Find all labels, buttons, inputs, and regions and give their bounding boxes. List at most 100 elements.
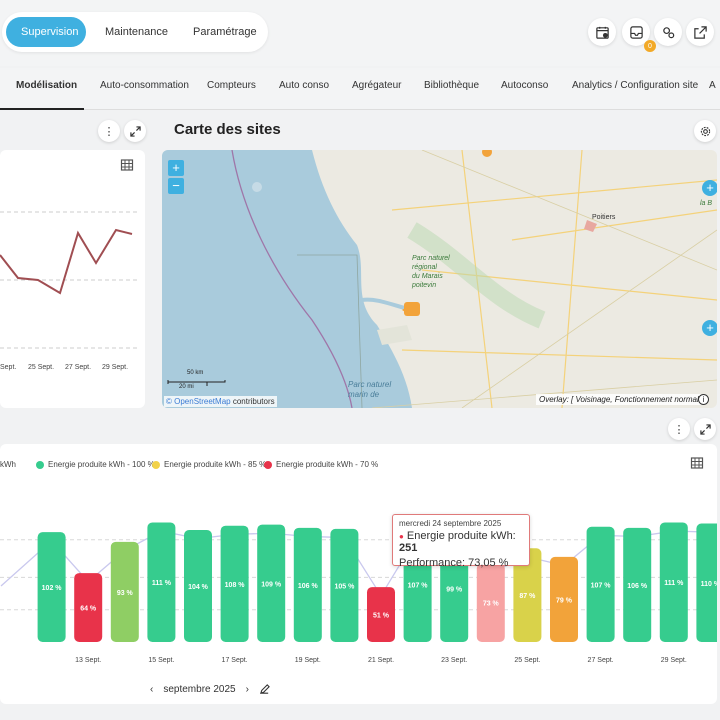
x-tick: Sept.: [0, 364, 16, 371]
bar-label: 110 %: [701, 581, 717, 588]
bar[interactable]: [37, 532, 66, 642]
bar[interactable]: [330, 528, 359, 642]
bar[interactable]: [623, 527, 652, 642]
bar[interactable]: [257, 524, 286, 642]
bar[interactable]: [513, 548, 542, 642]
bar-card-menu-button[interactable]: ⋮: [668, 418, 690, 440]
scale-mi-label: 20 mi: [179, 384, 194, 390]
external-link-icon: [693, 25, 707, 39]
zoom-in-button[interactable]: +: [168, 160, 184, 176]
table-icon[interactable]: [120, 158, 134, 172]
x-tick: 23 Sept.: [441, 657, 467, 664]
bar[interactable]: [550, 556, 578, 642]
legend-label: kWh: [0, 460, 16, 469]
bar[interactable]: [110, 541, 139, 642]
bar[interactable]: [696, 523, 717, 642]
bar[interactable]: [293, 527, 322, 642]
x-tick: 17 Sept.: [222, 657, 248, 664]
attribution-text: contributors: [230, 397, 275, 406]
map-section-title: Carte des sites: [174, 121, 281, 138]
bar-label: 93 %: [117, 590, 134, 597]
chevron-right-icon[interactable]: ›: [245, 684, 249, 695]
table-icon[interactable]: [690, 456, 704, 470]
legend-label: Energie produite kWh - 85 %: [164, 460, 267, 469]
park-label: Parc naturel régional du Marais poitevin: [412, 255, 450, 289]
tab-compteurs[interactable]: Compteurs: [207, 80, 256, 91]
calendar-upload-button[interactable]: [588, 18, 616, 46]
line-card-expand-button[interactable]: [124, 120, 146, 142]
tab-auto-conso[interactable]: Auto conso: [279, 80, 330, 91]
nav-supervision-label: Supervision: [21, 26, 79, 38]
gear-icon: [700, 126, 710, 136]
bar-label: 108 %: [225, 582, 246, 589]
chart-tooltip: mercredi 24 septembre 2025 ● Energie pro…: [392, 514, 530, 569]
nav-maintenance-label: Maintenance: [105, 26, 168, 38]
cluster-marker[interactable]: +: [702, 320, 717, 336]
bar-label: 111 %: [664, 580, 684, 587]
more-vertical-icon: ⋮: [103, 125, 115, 138]
legend-item-kwh[interactable]: kWh: [0, 460, 16, 469]
tooltip-energy-label: Energie produite kWh:: [406, 530, 516, 542]
bar-label: 99 %: [446, 587, 463, 594]
bar[interactable]: [367, 587, 395, 642]
active-tab-indicator: [0, 108, 84, 110]
cluster-marker[interactable]: +: [702, 180, 717, 196]
tooltip-performance: Performance: 73,05 %: [399, 557, 509, 569]
bar[interactable]: [184, 530, 212, 642]
chevron-left-icon[interactable]: ‹: [150, 684, 154, 695]
line-series: [0, 228, 133, 295]
legend-item-100[interactable]: Energie produite kWh - 100 %: [36, 460, 155, 469]
bar[interactable]: [476, 563, 505, 642]
bar-card-expand-button[interactable]: [694, 418, 716, 440]
month-label: septembre 2025: [163, 684, 236, 695]
bar[interactable]: [659, 522, 688, 642]
zoom-out-button[interactable]: −: [168, 178, 184, 194]
sites-map[interactable]: + − + + Poitiers Parc naturel régional d…: [162, 150, 717, 408]
line-chart-card: Sept. 25 Sept. 27 Sept. 29 Sept.: [0, 150, 145, 408]
bar[interactable]: [147, 522, 176, 642]
x-tick: 15 Sept.: [148, 657, 174, 664]
tab-bibliotheque[interactable]: Bibliothèque: [424, 80, 480, 91]
osm-link[interactable]: © OpenStreetMap: [166, 397, 231, 406]
tooltip-energy-value: 251: [399, 542, 418, 554]
bar-label: 73 %: [483, 601, 500, 608]
tab-more[interactable]: A: [709, 80, 716, 91]
solar-site-marker[interactable]: [404, 302, 420, 316]
line-card-menu-button[interactable]: ⋮: [98, 120, 120, 142]
nav-parametrage-label: Paramétrage: [193, 26, 257, 38]
bar-label: 107 %: [591, 582, 612, 589]
bar[interactable]: [586, 526, 615, 642]
info-icon[interactable]: i: [698, 394, 709, 405]
x-tick: 13 Sept.: [75, 657, 101, 664]
legend-swatch: [36, 460, 44, 469]
tab-autoconso[interactable]: Autoconso: [501, 80, 549, 91]
inbox-button[interactable]: 0: [622, 18, 656, 52]
month-navigator: ‹ septembre 2025 ›: [150, 684, 270, 695]
map-edge-label: la B: [700, 200, 713, 207]
legend-item-85[interactable]: Energie produite kWh - 85 %: [152, 460, 266, 469]
bar-label: 51 %: [373, 613, 390, 620]
legend-item-70[interactable]: Energie produite kWh - 70 %: [264, 460, 378, 469]
bar-label: 102 %: [42, 585, 63, 592]
main-nav: Supervision Maintenance Paramétrage: [2, 12, 268, 52]
settings-gears-button[interactable]: [654, 18, 682, 46]
tab-modelisation[interactable]: Modélisation: [16, 80, 78, 91]
bar-label: 87 %: [519, 593, 536, 600]
external-link-button[interactable]: [686, 18, 714, 46]
map-attribution: © OpenStreetMap contributors: [164, 396, 277, 407]
map-side-menu-icon[interactable]: ⋮: [714, 180, 720, 197]
nav-maintenance[interactable]: Maintenance: [90, 17, 178, 47]
tab-agregateur[interactable]: Agrégateur: [352, 80, 402, 91]
tab-auto-consommation[interactable]: Auto-consommation: [100, 80, 189, 91]
tab-analytics-configuration[interactable]: Analytics / Configuration site: [572, 80, 699, 91]
edit-icon[interactable]: [259, 684, 270, 695]
bar[interactable]: [220, 525, 249, 642]
map-settings-button[interactable]: [694, 120, 716, 142]
bar[interactable]: [74, 573, 103, 642]
gears-icon: [662, 26, 674, 38]
map-overlay-note: Overlay: [ Voisinage, Fonctionnement nor…: [536, 394, 707, 405]
nav-parametrage[interactable]: Paramétrage: [178, 17, 266, 47]
nav-supervision[interactable]: Supervision: [6, 17, 86, 47]
x-tick: 19 Sept.: [295, 657, 321, 664]
bar-label: 106 %: [627, 583, 648, 590]
